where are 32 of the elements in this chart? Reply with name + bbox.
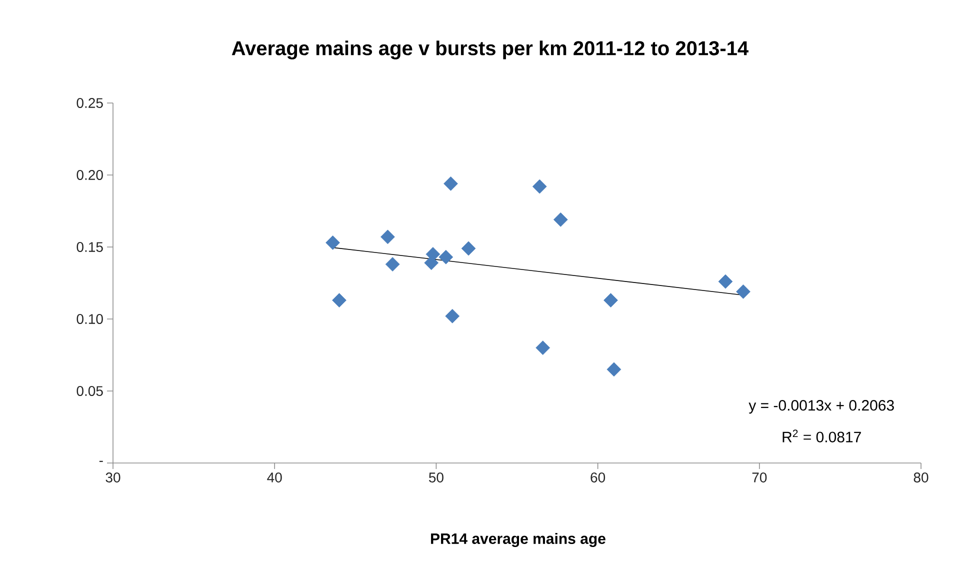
x-tick-label: 50 xyxy=(428,472,444,482)
point xyxy=(553,212,568,227)
x-tick-label: 80 xyxy=(914,472,928,482)
point xyxy=(532,179,547,194)
point xyxy=(380,230,395,244)
y-tick-label: 0.10 xyxy=(76,314,103,324)
x-tick-label: 70 xyxy=(752,472,767,482)
y-tick-label: - xyxy=(99,460,103,462)
annotation: y = -0.0013x + 0.2063 xyxy=(748,400,894,414)
point xyxy=(718,274,733,289)
point xyxy=(326,235,340,250)
point xyxy=(445,308,460,324)
point xyxy=(536,340,550,355)
point xyxy=(444,176,458,191)
point xyxy=(332,293,346,308)
point xyxy=(438,250,454,264)
x-tick-label: 30 xyxy=(106,472,120,482)
x-tick-label: 40 xyxy=(267,472,282,482)
point xyxy=(461,241,476,256)
y-tick-label: 0.05 xyxy=(76,386,103,396)
point xyxy=(606,362,622,377)
point xyxy=(385,257,400,272)
point xyxy=(604,293,618,308)
x-tick-label: 60 xyxy=(590,472,606,482)
chart-title: Average mains age v bursts per km 2011-12 to 2013-14 xyxy=(232,40,748,60)
y-tick-label: 0.15 xyxy=(76,242,103,252)
x-axis-title: PR14 average mains age xyxy=(431,532,606,548)
point xyxy=(736,284,750,299)
annotation: R$^{2}$ = 0.0817 xyxy=(782,430,861,442)
y-tick-label: 0.25 xyxy=(76,98,103,108)
y-tick-label: 0.20 xyxy=(76,170,103,180)
point xyxy=(426,246,440,262)
